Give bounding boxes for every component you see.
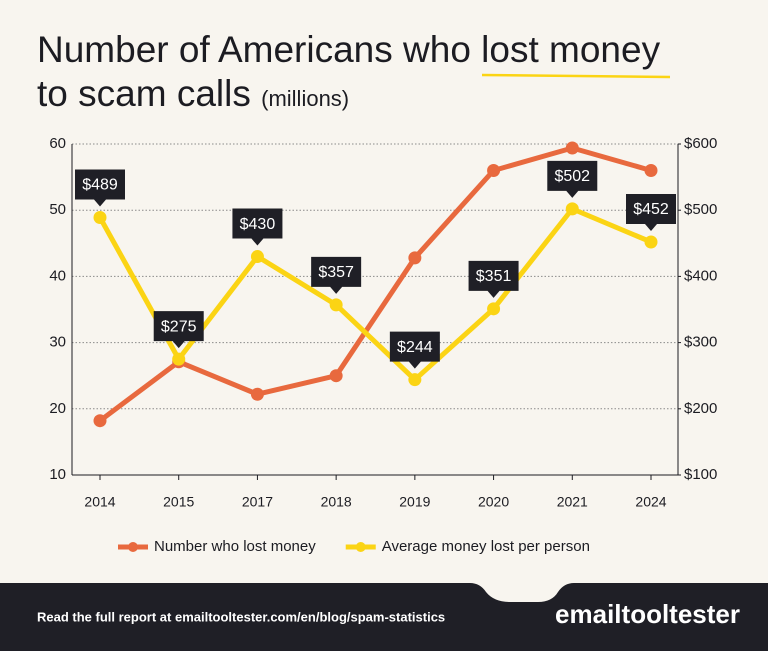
point: [250, 387, 264, 401]
value-label: $351: [476, 268, 512, 285]
y-tick-label: 40: [49, 267, 66, 284]
y-tick-label: 20: [49, 400, 66, 417]
x-tick-label: 2020: [478, 494, 509, 510]
point: [487, 302, 501, 316]
point: [565, 202, 579, 216]
x-tick-label: 2017: [242, 494, 273, 510]
logo: emailtooltester: [555, 599, 740, 629]
point: [644, 235, 658, 249]
x-tick-label: 2014: [84, 494, 115, 510]
legend-label: Number who lost money: [154, 538, 316, 555]
value-label: $430: [240, 216, 276, 233]
point: [408, 373, 422, 387]
value-label: $244: [397, 339, 433, 356]
label-box: [232, 208, 283, 246]
point: [250, 250, 264, 264]
point: [93, 210, 107, 224]
x-tick-label: 2018: [321, 494, 352, 510]
x-tick-label: 2019: [399, 494, 430, 510]
point: [644, 163, 658, 177]
x-tick-label: 2021: [557, 494, 588, 510]
value-label: $502: [554, 168, 590, 185]
x-tick-label: 2024: [635, 494, 666, 510]
series-line: [97, 206, 652, 383]
value-label: $489: [82, 177, 118, 194]
footer-text: Read the full report at emailtooltester.…: [37, 609, 445, 624]
point: [329, 298, 343, 312]
point: [408, 251, 422, 265]
y2-tick-label: $100: [684, 466, 717, 483]
chart-subtitle: (millions): [261, 86, 350, 111]
point: [487, 163, 501, 177]
label-box: [311, 256, 362, 294]
point: [172, 352, 186, 366]
y2-tick-label: $600: [684, 135, 717, 152]
y2-tick-label: $300: [684, 334, 717, 351]
point: [565, 141, 579, 155]
y2-tick-label: $400: [684, 267, 717, 284]
label-box: [626, 193, 676, 231]
point: [329, 369, 343, 383]
y-tick-label: 10: [49, 466, 66, 483]
value-label: $275: [161, 318, 197, 335]
legend-dot: [128, 542, 138, 552]
label-box: [389, 331, 440, 369]
label-box: [153, 311, 204, 349]
legend-label: Average money lost per person: [382, 538, 590, 555]
value-label: $452: [633, 201, 669, 218]
label-box: [75, 169, 125, 207]
y2-tick-label: $500: [684, 201, 717, 218]
series-line: [98, 145, 652, 423]
y-tick-label: 30: [49, 334, 66, 351]
y2-tick-label: $200: [684, 400, 717, 417]
title-underline: [481, 73, 671, 79]
legend-dot: [355, 542, 366, 552]
y-tick-label: 50: [49, 201, 66, 218]
x-tick-label: 2015: [163, 494, 194, 510]
footer-bar: [0, 583, 768, 651]
y-tick-label: 60: [49, 135, 66, 152]
point: [93, 414, 107, 428]
title-block: Number of Americans who lost money to sc…: [37, 28, 687, 121]
chart-title: Number of Americans who lost money to sc…: [37, 29, 661, 114]
label-box: [468, 260, 519, 298]
label-box: [547, 160, 598, 198]
value-label: $357: [318, 264, 354, 281]
